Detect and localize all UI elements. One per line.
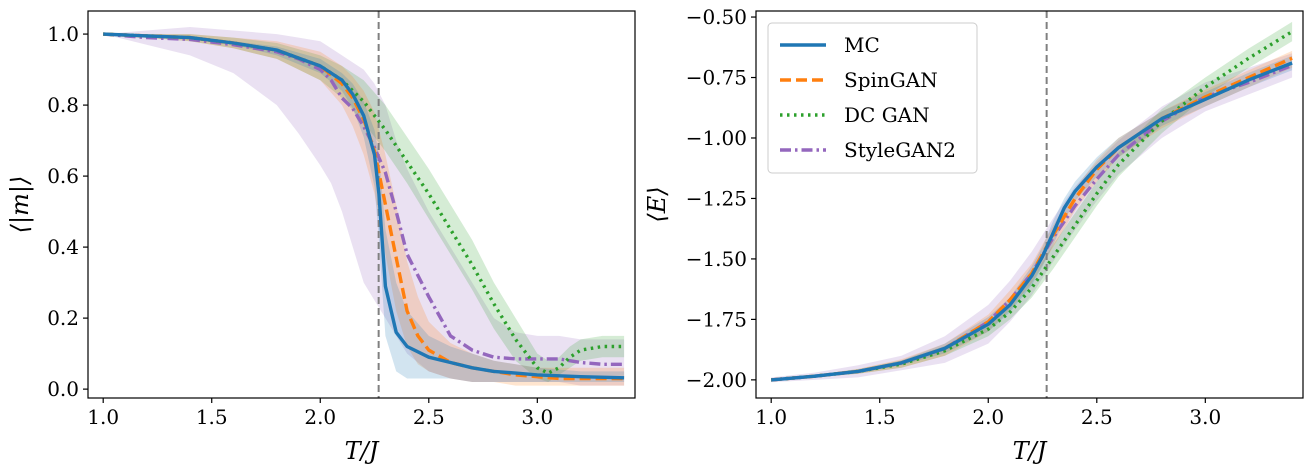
- x-tick-label: 2.0: [304, 405, 336, 429]
- magnetization-panel: 1.0 1.5 2.0 2.5 3.0 0.0 0.2 0.4 0.6 0.8 1.0 T/J ⟨|m|…: [6, 10, 636, 465]
- x-tick-label: 1.5: [864, 405, 896, 429]
- x-tick-label: 2.5: [413, 405, 445, 429]
- y-tick-label: −1.25: [686, 186, 747, 210]
- y-tick-label: 0.8: [47, 93, 79, 117]
- series-line-mc: [103, 32, 625, 380]
- legend-label-mc: MC: [844, 33, 880, 57]
- x-tick-label: 1.0: [755, 405, 787, 429]
- band-dc-gan: [103, 34, 625, 382]
- plot-area: [771, 11, 1293, 398]
- band-spingan: [103, 34, 625, 386]
- plot-area: [103, 11, 625, 398]
- series-line-dc-gan: [771, 30, 1293, 382]
- x-tick-label: 1.5: [196, 405, 228, 429]
- band-dc-gan: [771, 21, 1293, 380]
- axes-frame: [755, 10, 1304, 399]
- legend-label-stylegan2: StyleGAN2: [844, 138, 956, 162]
- band-mc: [103, 34, 625, 382]
- y-tick-label: −1.00: [686, 126, 747, 150]
- band-mc: [771, 55, 1293, 380]
- legend-label-dc-gan: DC GAN: [844, 103, 930, 127]
- x-tick-label: 2.0: [972, 405, 1004, 429]
- x-axis-title: T/J: [345, 437, 380, 465]
- y-tick-label: −2.00: [686, 368, 747, 392]
- band-stylegan2: [103, 27, 625, 386]
- y-tick-label: −1.75: [686, 307, 747, 331]
- legend-label-spingan: SpinGAN: [844, 68, 938, 92]
- y-tick-label: 1.0: [47, 22, 79, 46]
- y-tick-label: 0.0: [47, 377, 79, 401]
- y-tick-label: −0.50: [686, 5, 747, 29]
- y-tick-label: −1.50: [686, 247, 747, 271]
- x-tick-label: 1.0: [87, 405, 119, 429]
- energy-panel: 1.0 1.5 2.0 2.5 3.0 −0.50 −0.75 −1.00 −1.25 −1.50…: [643, 5, 1304, 465]
- axes-frame: [87, 10, 636, 399]
- series-line-mc: [771, 61, 1293, 382]
- y-tick-label: −0.75: [686, 66, 747, 90]
- y-tick-label: 0.4: [47, 235, 79, 259]
- y-axis-title: ⟨E⟩: [643, 186, 671, 222]
- legend-box: [767, 22, 978, 174]
- y-tick-label: 0.6: [47, 164, 79, 188]
- x-tick-label: 3.0: [1189, 405, 1221, 429]
- x-axis-title: T/J: [1013, 437, 1048, 465]
- band-stylegan2: [771, 53, 1293, 383]
- x-tick-label: 3.0: [521, 405, 553, 429]
- y-tick-label: 0.2: [47, 306, 79, 330]
- y-axis-title: ⟨|m|⟩: [6, 176, 35, 234]
- x-tick-label: 2.5: [1081, 405, 1113, 429]
